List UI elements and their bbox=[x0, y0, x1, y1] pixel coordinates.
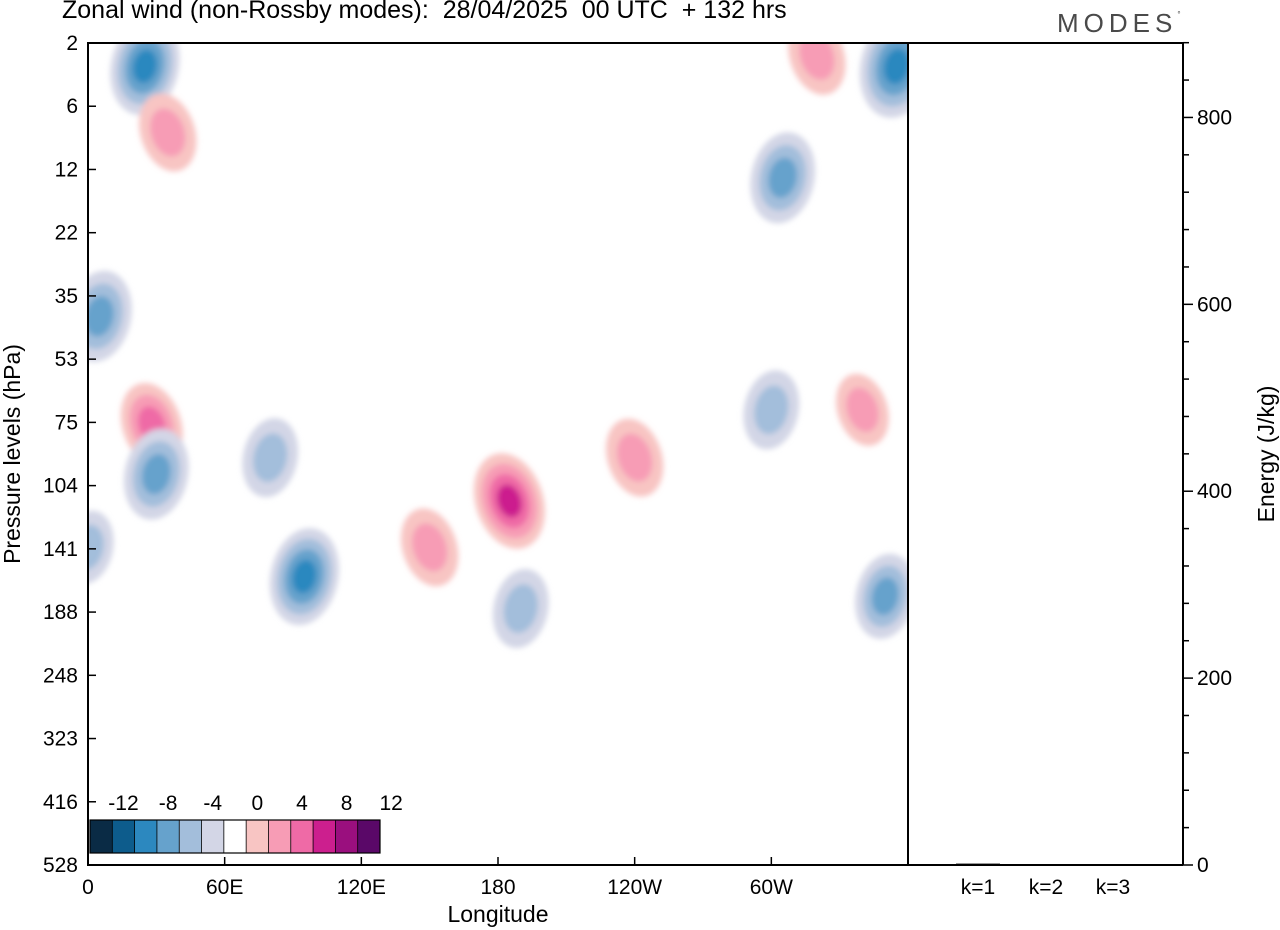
colorbar-swatch bbox=[201, 820, 224, 853]
colorbar-label: 0 bbox=[251, 792, 263, 815]
y-tick-label: 35 bbox=[55, 285, 78, 308]
x-axis-label: Longitude bbox=[447, 901, 548, 927]
wind-feature bbox=[617, 433, 653, 482]
y-tick-label: 75 bbox=[55, 411, 78, 434]
colorbar-swatch bbox=[134, 820, 157, 853]
zonal-wind-field bbox=[88, 43, 908, 649]
x-tick-label: 0 bbox=[82, 876, 94, 899]
colorbar-label: -12 bbox=[108, 792, 138, 815]
x-tick-label: 120E bbox=[337, 876, 386, 899]
colorbar-frame bbox=[89, 819, 381, 854]
wind-feature bbox=[754, 385, 789, 435]
energy-bar-k=2 bbox=[1024, 864, 1068, 866]
x-tick-label: 180 bbox=[480, 876, 515, 899]
wind-feature bbox=[768, 157, 798, 198]
wind-feature bbox=[871, 577, 899, 616]
energy-tick-label: 0 bbox=[1197, 854, 1209, 877]
wind-feature bbox=[846, 387, 879, 433]
y-tick-label: 53 bbox=[55, 348, 78, 371]
x-tick-label: 120W bbox=[607, 876, 662, 899]
colorbar-swatch bbox=[313, 820, 336, 853]
wind-feature bbox=[141, 453, 171, 495]
y-tick-label: 12 bbox=[55, 158, 78, 181]
energy-tick-label: 600 bbox=[1197, 293, 1232, 316]
colorbar-label: -4 bbox=[203, 792, 222, 815]
wind-feature bbox=[88, 510, 114, 584]
wind-feature bbox=[88, 296, 114, 337]
chart-title: Zonal wind (non-Rossby modes): 28/04/202… bbox=[62, 0, 787, 24]
energy-bar-k=3 bbox=[1091, 864, 1135, 866]
colorbar-swatch bbox=[290, 820, 314, 853]
energy-bar-k=1 bbox=[956, 863, 1000, 865]
y-tick-label: 248 bbox=[43, 664, 78, 687]
colorbar: -12 -8 -4 0 4 8 12 bbox=[89, 792, 403, 854]
energy-category-label: k=2 bbox=[1029, 876, 1063, 899]
colorbar-swatch bbox=[223, 820, 247, 853]
y-tick-label: 528 bbox=[43, 854, 78, 877]
colorbar-label: 4 bbox=[296, 792, 308, 815]
energy-category-label: k=3 bbox=[1096, 876, 1130, 899]
energy-bars: k=1 k=2 k=3 bbox=[956, 863, 1135, 899]
colorbar-swatch bbox=[357, 820, 380, 853]
wind-feature bbox=[88, 524, 104, 570]
y-axis-label: Pressure levels (hPa) bbox=[0, 344, 25, 564]
wind-feature bbox=[132, 49, 158, 84]
wind-feature bbox=[496, 484, 522, 518]
y-tick-label: 22 bbox=[55, 222, 78, 245]
wind-feature bbox=[883, 48, 908, 85]
y-tick-label: 323 bbox=[43, 728, 78, 751]
colorbar-swatch bbox=[179, 820, 202, 853]
wind-feature bbox=[150, 108, 186, 157]
y-tick-label: 188 bbox=[43, 601, 78, 624]
energy-tick-label: 200 bbox=[1197, 667, 1232, 690]
colorbar-swatch bbox=[156, 820, 180, 853]
y-tick-label: 416 bbox=[43, 791, 78, 814]
brand-registered-mark: ° bbox=[1177, 10, 1181, 19]
colorbar-swatch bbox=[268, 820, 291, 853]
energy-tick-label: 400 bbox=[1197, 480, 1232, 503]
wind-feature bbox=[253, 433, 288, 482]
energy-category-label: k=1 bbox=[961, 876, 995, 899]
brand-logo: MODES° bbox=[1057, 8, 1181, 39]
energy-axis-label: Energy (J/kg) bbox=[1253, 386, 1279, 523]
colorbar-swatch bbox=[90, 820, 113, 853]
colorbar-swatch bbox=[335, 820, 358, 853]
y-axis: 2 6 12 22 35 53 75 104 141 188 248 323 416 528 bbox=[43, 32, 96, 877]
y-tick-label: 104 bbox=[43, 475, 78, 498]
x-axis: 0 60E 120E 180 120W 60W bbox=[82, 857, 793, 899]
colorbar-label: 12 bbox=[379, 792, 402, 815]
y-tick-label: 141 bbox=[43, 538, 78, 561]
wind-feature bbox=[503, 584, 538, 633]
wind-feature bbox=[292, 559, 317, 594]
x-tick-label: 60W bbox=[750, 876, 793, 899]
energy-tick-label: 800 bbox=[1197, 106, 1232, 129]
brand-text: MODES bbox=[1057, 8, 1178, 38]
energy-y-axis: 0 200 400 600 800 bbox=[1183, 41, 1232, 877]
x-tick-label: 60E bbox=[206, 876, 243, 899]
colorbar-swatch bbox=[246, 820, 269, 853]
y-tick-label: 2 bbox=[66, 32, 78, 55]
colorbar-swatch bbox=[112, 820, 135, 853]
colorbar-label: 8 bbox=[341, 792, 353, 815]
y-tick-label: 6 bbox=[66, 95, 78, 118]
wind-feature bbox=[412, 523, 448, 572]
colorbar-label: -8 bbox=[159, 792, 178, 815]
